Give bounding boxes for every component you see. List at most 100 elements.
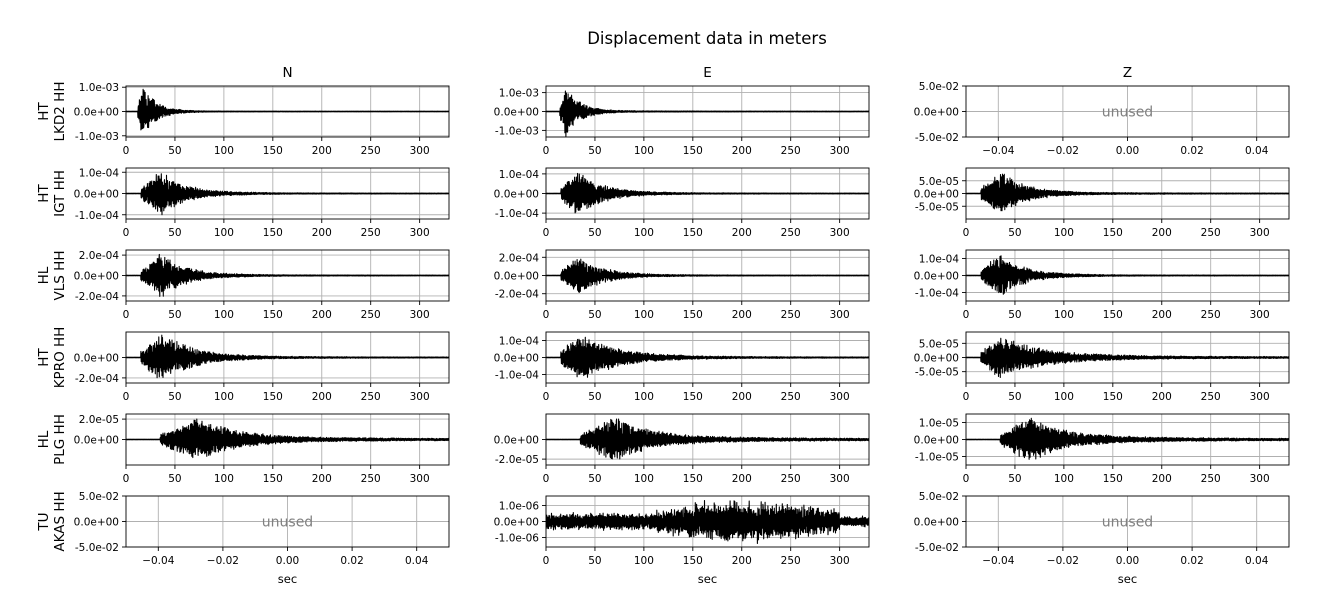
panel-r1-c2: -5.0e-050.0e+005.0e-05 0 50 100 150 200 250 300 — [914, 167, 1290, 239]
x-tick-label: 150 — [683, 473, 703, 485]
panel-r3-c2: -5.0e-05 0.0e+00 5.0e-05 0 50 100 150 200 250 300 — [914, 331, 1290, 403]
x-tick-label: 250 — [781, 473, 801, 485]
y-tick-label: -1.0e-05 — [915, 452, 959, 464]
x-tick-label: 300 — [410, 473, 430, 485]
x-tick-label: 0 — [963, 391, 970, 403]
x-tick-label: 100 — [214, 473, 234, 485]
x-tick-label: 50 — [588, 145, 601, 157]
column-title-n: N — [282, 65, 292, 81]
x-tick-label: 150 — [1103, 391, 1123, 403]
y-tick-label: -5.0e-02 — [915, 542, 959, 554]
y-tick-label: 5.0e-02 — [79, 491, 119, 503]
row-label-0: HT LKD2 HH — [36, 82, 68, 142]
x-tick-label: 300 — [410, 391, 430, 403]
x-tick-label: 150 — [1103, 473, 1123, 485]
x-tick-label: 50 — [588, 309, 601, 321]
x-axis-label: sec — [1118, 572, 1137, 586]
x-tick-label: 300 — [830, 391, 850, 403]
y-tick-label: -1.0e-03 — [495, 125, 539, 137]
x-tick-label: −0.04 — [982, 555, 1014, 567]
y-tick-label: -5.0e-02 — [75, 542, 119, 554]
y-tick-label: 0.0e+00 — [914, 189, 959, 201]
x-axis-label: sec — [698, 572, 717, 586]
x-tick-label: −0.04 — [982, 145, 1014, 157]
y-tick-label: -5.0e-05 — [915, 367, 959, 379]
row-label-5: TU AKAS HH — [36, 491, 68, 551]
y-tick-label: 0.0e+00 — [914, 107, 959, 119]
x-tick-label: 0 — [543, 145, 550, 157]
y-tick-label: 1.0e-04 — [919, 254, 960, 266]
y-tick-label: 0.0e+00 — [494, 271, 539, 283]
y-tick-label: 5.0e-05 — [919, 338, 959, 350]
x-tick-label: 100 — [214, 309, 234, 321]
x-tick-label: 50 — [168, 145, 181, 157]
trace-line — [126, 418, 449, 459]
row-label-line: LKD2 HH — [52, 82, 68, 142]
row-label-line: HT — [36, 184, 52, 203]
y-tick-label: -2.0e-04 — [75, 373, 119, 385]
x-tick-label: 250 — [781, 227, 801, 239]
x-tick-label: 0 — [963, 473, 970, 485]
x-tick-label: 0.04 — [1245, 145, 1269, 157]
y-tick-label: 0.0e+00 — [494, 107, 539, 119]
x-tick-label: 150 — [263, 473, 283, 485]
x-tick-label: 100 — [634, 145, 654, 157]
x-tick-label: 150 — [263, 309, 283, 321]
x-tick-label: 150 — [263, 391, 283, 403]
x-tick-label: 150 — [1103, 227, 1123, 239]
row-label-line: HL — [36, 430, 52, 448]
x-tick-label: 300 — [830, 309, 850, 321]
x-tick-label: 0 — [123, 391, 130, 403]
x-tick-label: 100 — [634, 391, 654, 403]
x-tick-label: 300 — [1250, 309, 1270, 321]
y-tick-label: 2.0e-04 — [79, 250, 120, 262]
x-tick-label: 300 — [830, 555, 850, 567]
unused-label: unused — [1102, 515, 1153, 531]
x-tick-label: 0.04 — [1245, 555, 1269, 567]
x-tick-label: 250 — [1201, 227, 1221, 239]
y-tick-label: 1.0e-03 — [499, 88, 539, 100]
x-tick-label: 150 — [683, 391, 703, 403]
x-tick-label: 0 — [543, 227, 550, 239]
x-tick-label: 0 — [963, 227, 970, 239]
y-tick-label: 0.0e+00 — [914, 435, 959, 447]
x-tick-label: 200 — [732, 145, 752, 157]
y-tick-label: 5.0e-02 — [919, 491, 959, 503]
x-tick-label: 0.00 — [1116, 555, 1139, 567]
x-tick-label: 50 — [168, 473, 181, 485]
panel-r1-c0: -1.0e-04 0.0e+00 1.0e-04 0 50 100 150 200 250 300 — [74, 167, 450, 239]
row-label-line: PLG HH — [52, 414, 68, 465]
x-tick-label: 200 — [732, 473, 752, 485]
row-label-line: VLS HH — [52, 251, 68, 301]
panel-r5-c0: unused -5.0e-02 0.0e+00 5.0e-02 −0.04 −0.02 0.… — [74, 491, 450, 586]
x-tick-label: 300 — [830, 145, 850, 157]
x-tick-label: 300 — [830, 227, 850, 239]
x-tick-label: 250 — [1201, 473, 1221, 485]
y-tick-label: -1.0e-04 — [75, 210, 119, 222]
x-tick-label: 50 — [588, 391, 601, 403]
x-tick-label: 0.02 — [1180, 555, 1203, 567]
y-tick-label: 2.0e-05 — [79, 414, 119, 426]
unused-label: unused — [262, 515, 313, 531]
y-tick-label: 0.0e+00 — [494, 435, 539, 447]
x-tick-label: 100 — [634, 473, 654, 485]
x-tick-label: 300 — [410, 309, 430, 321]
column-title-z: Z — [1123, 65, 1132, 81]
panel-r5-c2: unused -5.0e-02 0.0e+00 5.0e-02 −0.04 −0.02 0.… — [914, 491, 1290, 586]
x-tick-label: 0 — [543, 555, 550, 567]
y-tick-label: 1.0e-05 — [919, 418, 959, 430]
x-tick-label: 150 — [263, 145, 283, 157]
x-tick-label: −0.04 — [142, 555, 174, 567]
y-tick-label: 0.0e+00 — [74, 435, 119, 447]
x-tick-label: 250 — [361, 145, 381, 157]
y-tick-label: -1.0e-03 — [75, 131, 119, 143]
row-label-line: IGT HH — [52, 170, 68, 217]
x-tick-label: 100 — [634, 227, 654, 239]
panel-r0-c1: -1.0e-03 0.0e+00 1.0e-03 0 50 100 150 200 250 300 — [494, 85, 870, 157]
panel-r2-c1: -2.0e-04 0.0e+00 2.0e-04 0 50 100 150 200 250 300 — [494, 249, 870, 321]
y-tick-label: -1.0e-06 — [495, 532, 539, 544]
x-tick-label: 200 — [732, 555, 752, 567]
y-tick-label: 0.0e+00 — [74, 271, 119, 283]
